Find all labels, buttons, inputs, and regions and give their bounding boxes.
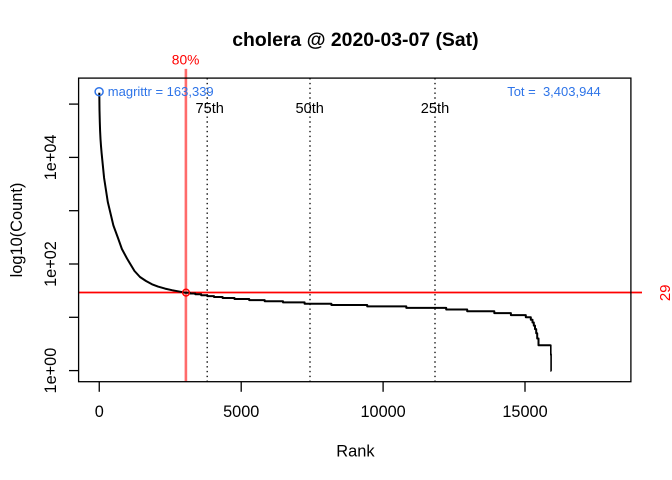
svg-text:15000: 15000	[502, 403, 547, 421]
svg-text:50th: 50th	[295, 101, 323, 117]
svg-text:1e+02: 1e+02	[42, 241, 60, 287]
svg-text:Rank: Rank	[336, 442, 375, 460]
svg-text:Tot = 3,403,944: Tot = 3,403,944	[507, 84, 601, 99]
svg-text:1e+00: 1e+00	[42, 348, 60, 394]
svg-text:log10(Count): log10(Count)	[8, 183, 26, 278]
svg-text:25th: 25th	[421, 101, 449, 117]
svg-text:magrittr = 163,339: magrittr = 163,339	[108, 84, 214, 99]
svg-text:10000: 10000	[360, 403, 405, 421]
svg-text:0: 0	[95, 403, 104, 421]
svg-text:cholera @ 2020-03-07 (Sat): cholera @ 2020-03-07 (Sat)	[232, 29, 478, 51]
svg-text:80%: 80%	[172, 52, 200, 67]
svg-text:29: 29	[657, 284, 672, 301]
svg-text:75th: 75th	[195, 101, 223, 117]
svg-text:5000: 5000	[223, 403, 259, 421]
svg-text:1e+04: 1e+04	[42, 135, 60, 181]
